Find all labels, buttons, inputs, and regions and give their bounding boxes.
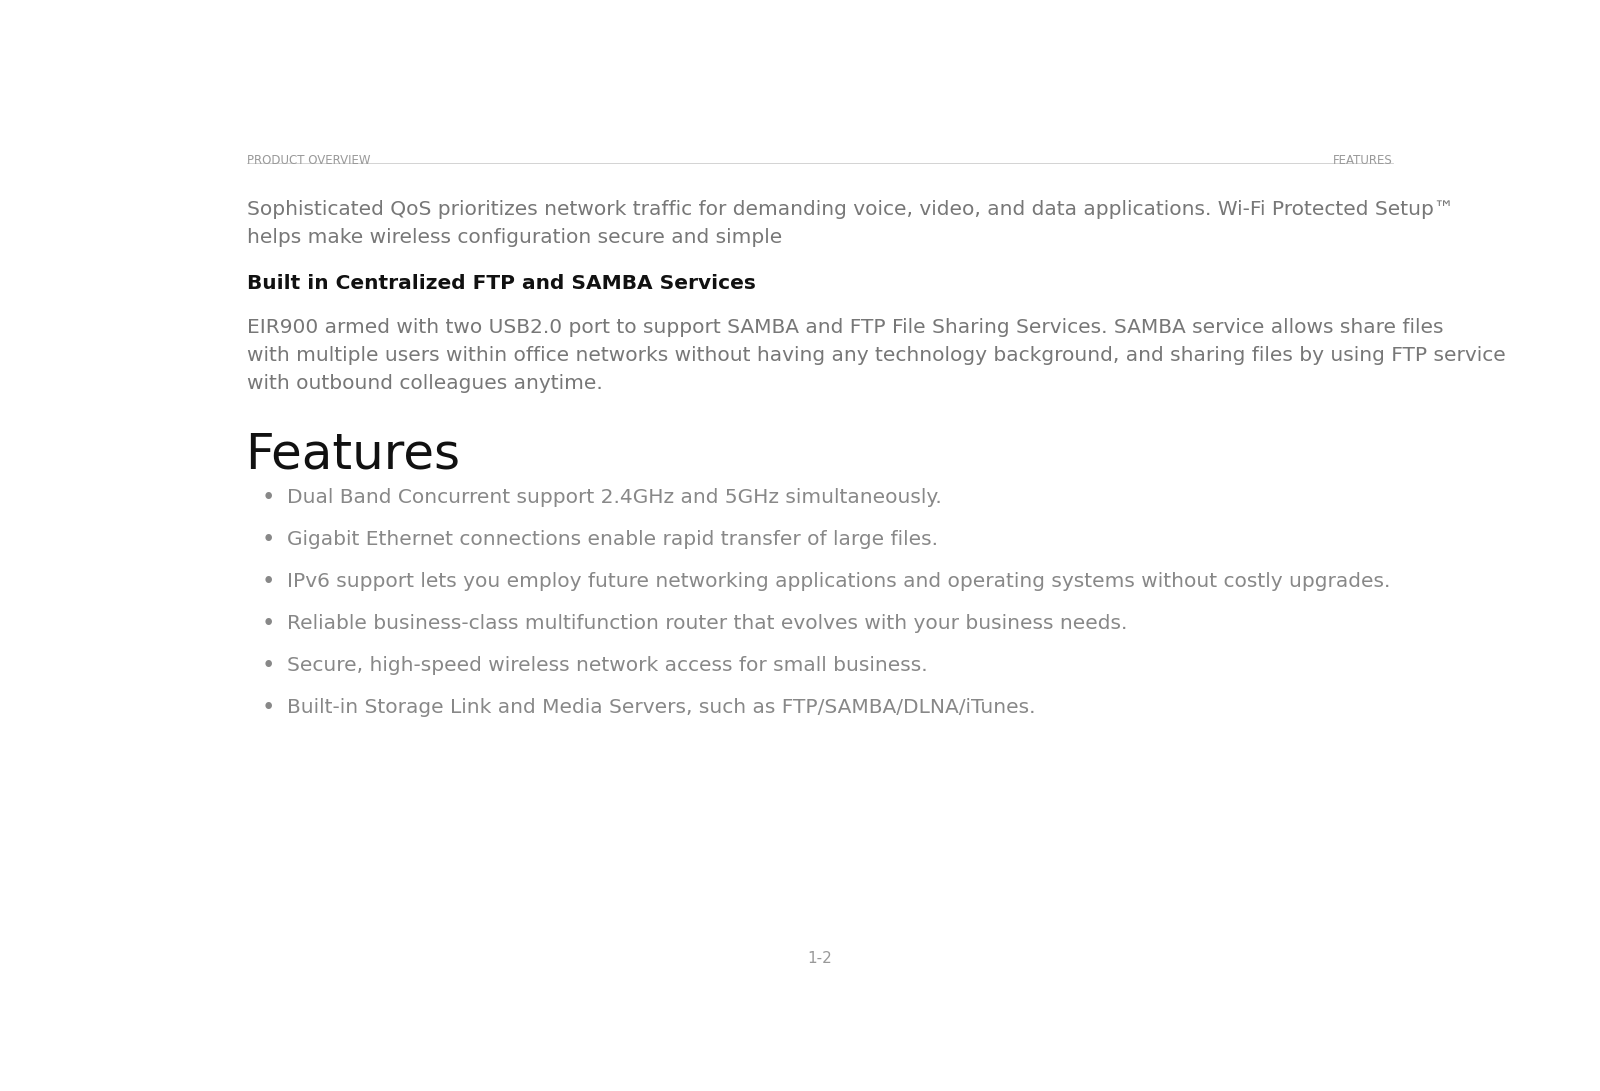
Text: helps make wireless configuration secure and simple: helps make wireless configuration secure… <box>246 228 782 247</box>
Text: Reliable business-class multifunction router that evolves with your business nee: Reliable business-class multifunction ro… <box>286 614 1126 633</box>
Text: •: • <box>262 655 275 678</box>
Text: •: • <box>262 487 275 509</box>
Text: PRODUCT OVERVIEW: PRODUCT OVERVIEW <box>246 154 371 167</box>
Text: Gigabit Ethernet connections enable rapid transfer of large files.: Gigabit Ethernet connections enable rapi… <box>286 530 938 549</box>
Text: •: • <box>262 528 275 551</box>
Text: IPv6 support lets you employ future networking applications and operating system: IPv6 support lets you employ future netw… <box>286 572 1390 591</box>
Text: 1-2: 1-2 <box>808 951 832 966</box>
Text: Built-in Storage Link and Media Servers, such as FTP/SAMBA/DLNA/iTunes.: Built-in Storage Link and Media Servers,… <box>286 698 1035 717</box>
Text: with multiple users within office networks without having any technology backgro: with multiple users within office networ… <box>246 346 1506 365</box>
Text: EIR900 armed with two USB2.0 port to support SAMBA and FTP File Sharing Services: EIR900 armed with two USB2.0 port to sup… <box>246 319 1443 337</box>
Text: Built in Centralized FTP and SAMBA Services: Built in Centralized FTP and SAMBA Servi… <box>246 274 755 292</box>
Text: with outbound colleagues anytime.: with outbound colleagues anytime. <box>246 374 603 393</box>
Text: Secure, high-speed wireless network access for small business.: Secure, high-speed wireless network acce… <box>286 656 928 675</box>
Text: Dual Band Concurrent support 2.4GHz and 5GHz simultaneously.: Dual Band Concurrent support 2.4GHz and … <box>286 488 941 507</box>
Text: Sophisticated QoS prioritizes network traffic for demanding voice, video, and da: Sophisticated QoS prioritizes network tr… <box>246 200 1454 219</box>
Text: •: • <box>262 612 275 635</box>
Text: •: • <box>262 571 275 594</box>
Text: •: • <box>262 696 275 719</box>
Text: FEATURES: FEATURES <box>1333 154 1394 167</box>
Text: Features: Features <box>245 431 459 479</box>
